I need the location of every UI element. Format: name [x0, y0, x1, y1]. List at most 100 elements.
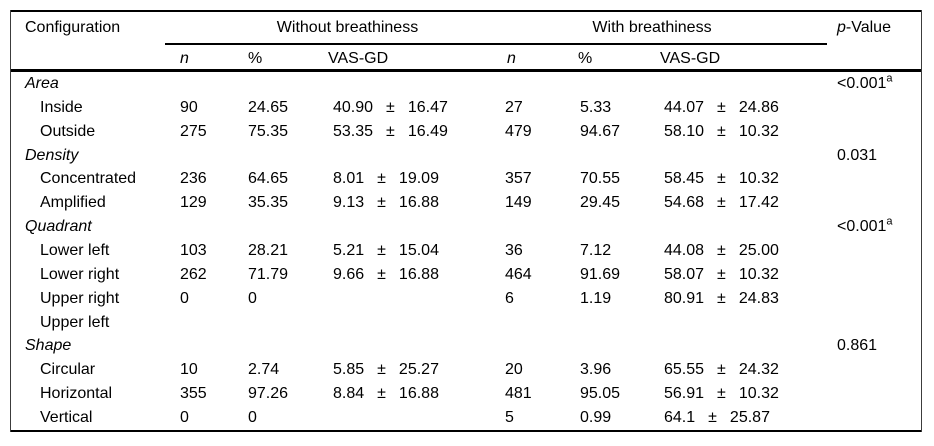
table-row-section-quadrant: Quadrant <0.001a	[10, 215, 922, 239]
p-value-cell: 0.861	[837, 337, 922, 355]
pct-without-cell: 64.65	[248, 170, 289, 188]
subheader-pct-with: %	[578, 50, 593, 67]
table-row-vertical: Vertical 0 0 5 0.99 64.1 ±25.87	[10, 406, 922, 430]
n-with-cell: 5	[505, 408, 514, 426]
vas-sd: 15.04	[398, 241, 439, 259]
vas-sd: 19.09	[398, 170, 439, 188]
plus-minus: ±	[377, 170, 386, 188]
plus-minus: ±	[717, 170, 726, 188]
plus-minus: ±	[377, 265, 386, 283]
plus-minus: ±	[377, 385, 386, 403]
pct-without-cell: 28.21	[248, 241, 289, 259]
n-without-cell: 0	[180, 408, 189, 426]
vas-mean: 44.08	[664, 241, 705, 259]
group2-underline	[477, 43, 827, 45]
vasgd-with-cell: 80.91 ±24.83	[664, 290, 837, 308]
vas-mean: 8.01	[333, 170, 365, 188]
p-value: 0.861	[837, 337, 878, 355]
vas-mean: 58.10	[664, 122, 705, 140]
row-label: Upper left	[40, 313, 110, 331]
plus-minus: ±	[717, 289, 726, 307]
table-border-right	[921, 10, 922, 432]
pct-without-cell: 71.79	[248, 265, 289, 283]
p-value: 0.031	[837, 146, 878, 164]
vas-sd: 24.83	[738, 289, 779, 307]
vas-mean: 44.07	[664, 98, 705, 116]
pct-with-cell: 29.45	[580, 194, 621, 212]
row-label: Inside	[40, 98, 83, 116]
vas-sd: 16.88	[398, 265, 439, 283]
table-row-circular: Circular 10 2.74 5.85 ±25.27 20 3.96 65.5…	[10, 358, 922, 382]
pct-without-cell: 75.35	[248, 122, 289, 140]
vasgd-with-cell: 44.08 ±25.00	[664, 242, 837, 260]
n-without-cell: 0	[180, 289, 189, 307]
vasgd-without-cell: 9.13 ±16.88	[333, 194, 505, 212]
vasgd-with-cell: 56.91 ±10.32	[664, 385, 837, 403]
subheader-n-without: n	[180, 50, 189, 67]
subheader-vasgd-with: VAS-GD	[660, 50, 721, 67]
p-value-cell: <0.001a	[837, 215, 922, 236]
pct-without-cell: 0	[248, 289, 257, 307]
n-without-cell: 275	[180, 122, 207, 140]
n-without-cell: 10	[180, 361, 198, 379]
plus-minus: ±	[377, 361, 386, 379]
table-border-left	[10, 10, 11, 432]
subheader-pct-without: %	[248, 50, 263, 67]
p-value: <0.001	[837, 218, 887, 236]
group1-underline	[165, 43, 530, 45]
p-value-cell: <0.001a	[837, 73, 922, 93]
n-with-cell: 357	[505, 170, 532, 188]
pct-without-cell: 24.65	[248, 98, 289, 116]
table-row-lower-left: Lower left 103 28.21 5.21 ±15.04 36 7.12 …	[10, 239, 922, 263]
plus-minus: ±	[377, 241, 386, 259]
pct-without-cell: 97.26	[248, 385, 289, 403]
vasgd-without-cell: 5.85 ±25.27	[333, 361, 505, 379]
subheader-vasgd-without: VAS-GD	[328, 50, 389, 67]
column-header-pvalue: p-Value	[837, 19, 891, 37]
row-label: Lower right	[40, 265, 120, 283]
vas-mean: 64.1	[664, 408, 696, 426]
vasgd-with-cell: 58.45 ±10.32	[664, 170, 837, 188]
table-row-outside: Outside 275 75.35 53.35 ±16.49 479 94.67 …	[10, 120, 922, 144]
table-row-amplified: Amplified 129 35.35 9.13 ±16.88 149 29.45…	[10, 191, 922, 215]
n-with-cell: 479	[505, 122, 532, 140]
plus-minus: ±	[708, 408, 717, 426]
plus-minus: ±	[377, 194, 386, 212]
row-label: Vertical	[40, 408, 93, 426]
vas-sd: 16.49	[407, 122, 448, 140]
table-row-section-density: Density 0.031	[10, 144, 922, 168]
pct-with-cell: 95.05	[580, 385, 621, 403]
n-without-cell: 236	[180, 170, 207, 188]
vas-sd: 16.88	[398, 385, 439, 403]
vas-sd: 25.87	[729, 408, 770, 426]
vas-mean: 9.66	[333, 265, 365, 283]
table-row-section-area: Area <0.001a	[10, 72, 922, 96]
row-label: Density	[25, 146, 79, 164]
row-label: Concentrated	[40, 170, 137, 188]
row-label: Quadrant	[25, 218, 92, 236]
pct-with-cell: 70.55	[580, 170, 621, 188]
pct-with-cell: 7.12	[580, 241, 612, 259]
vasgd-without-cell: 8.01 ±19.09	[333, 170, 505, 188]
n-with-cell: 149	[505, 194, 532, 212]
plus-minus: ±	[717, 241, 726, 259]
vasgd-without-cell: 8.84 ±16.88	[333, 385, 505, 403]
vas-mean: 58.07	[664, 265, 705, 283]
vasgd-without-cell: 5.21 ±15.04	[333, 242, 505, 260]
vasgd-with-cell: 64.1 ±25.87	[664, 409, 837, 427]
vas-sd: 10.32	[738, 170, 779, 188]
row-label: Outside	[40, 122, 96, 140]
vas-mean: 58.45	[664, 170, 705, 188]
table-row-lower-right: Lower right 262 71.79 9.66 ±16.88 464 91.…	[10, 263, 922, 287]
plus-minus: ±	[386, 122, 395, 140]
vasgd-without-cell: 9.66 ±16.88	[333, 266, 505, 284]
table-row-horizontal: Horizontal 355 97.26 8.84 ±16.88 481 95.0…	[10, 382, 922, 406]
vas-sd: 24.86	[738, 98, 779, 116]
n-without-cell: 90	[180, 98, 198, 116]
pvalue-suffix: -Value	[845, 19, 891, 36]
n-without-cell: 262	[180, 265, 207, 283]
row-label: Circular	[40, 361, 96, 379]
plus-minus: ±	[717, 98, 726, 116]
footnote-marker: a	[886, 215, 893, 228]
plus-minus: ±	[717, 361, 726, 379]
